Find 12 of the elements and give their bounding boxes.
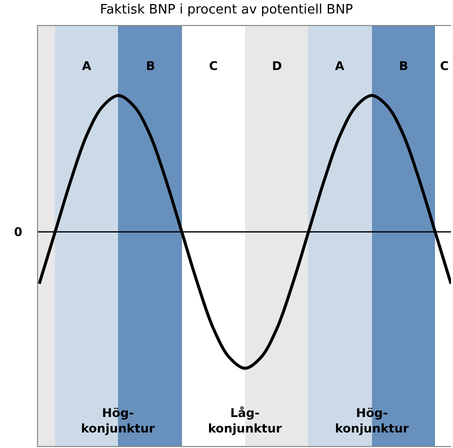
annotation: Hög- konjunktur	[335, 406, 409, 436]
annotation: Hög- konjunktur	[81, 406, 155, 436]
ref-line-label: 0	[14, 225, 22, 239]
x-tick-label: A	[82, 59, 92, 73]
x-tick-label: B	[399, 59, 408, 73]
chart-title: Faktisk BNP i procent av potentiell BNP	[100, 2, 354, 18]
x-tick-label: A	[335, 59, 345, 73]
x-tick-label: C	[440, 59, 449, 73]
x-tick-label: B	[146, 59, 156, 73]
annotation: Låg- konjunktur	[208, 406, 282, 436]
x-tick-label: C	[209, 59, 218, 73]
x-tick-label: D	[272, 59, 282, 73]
